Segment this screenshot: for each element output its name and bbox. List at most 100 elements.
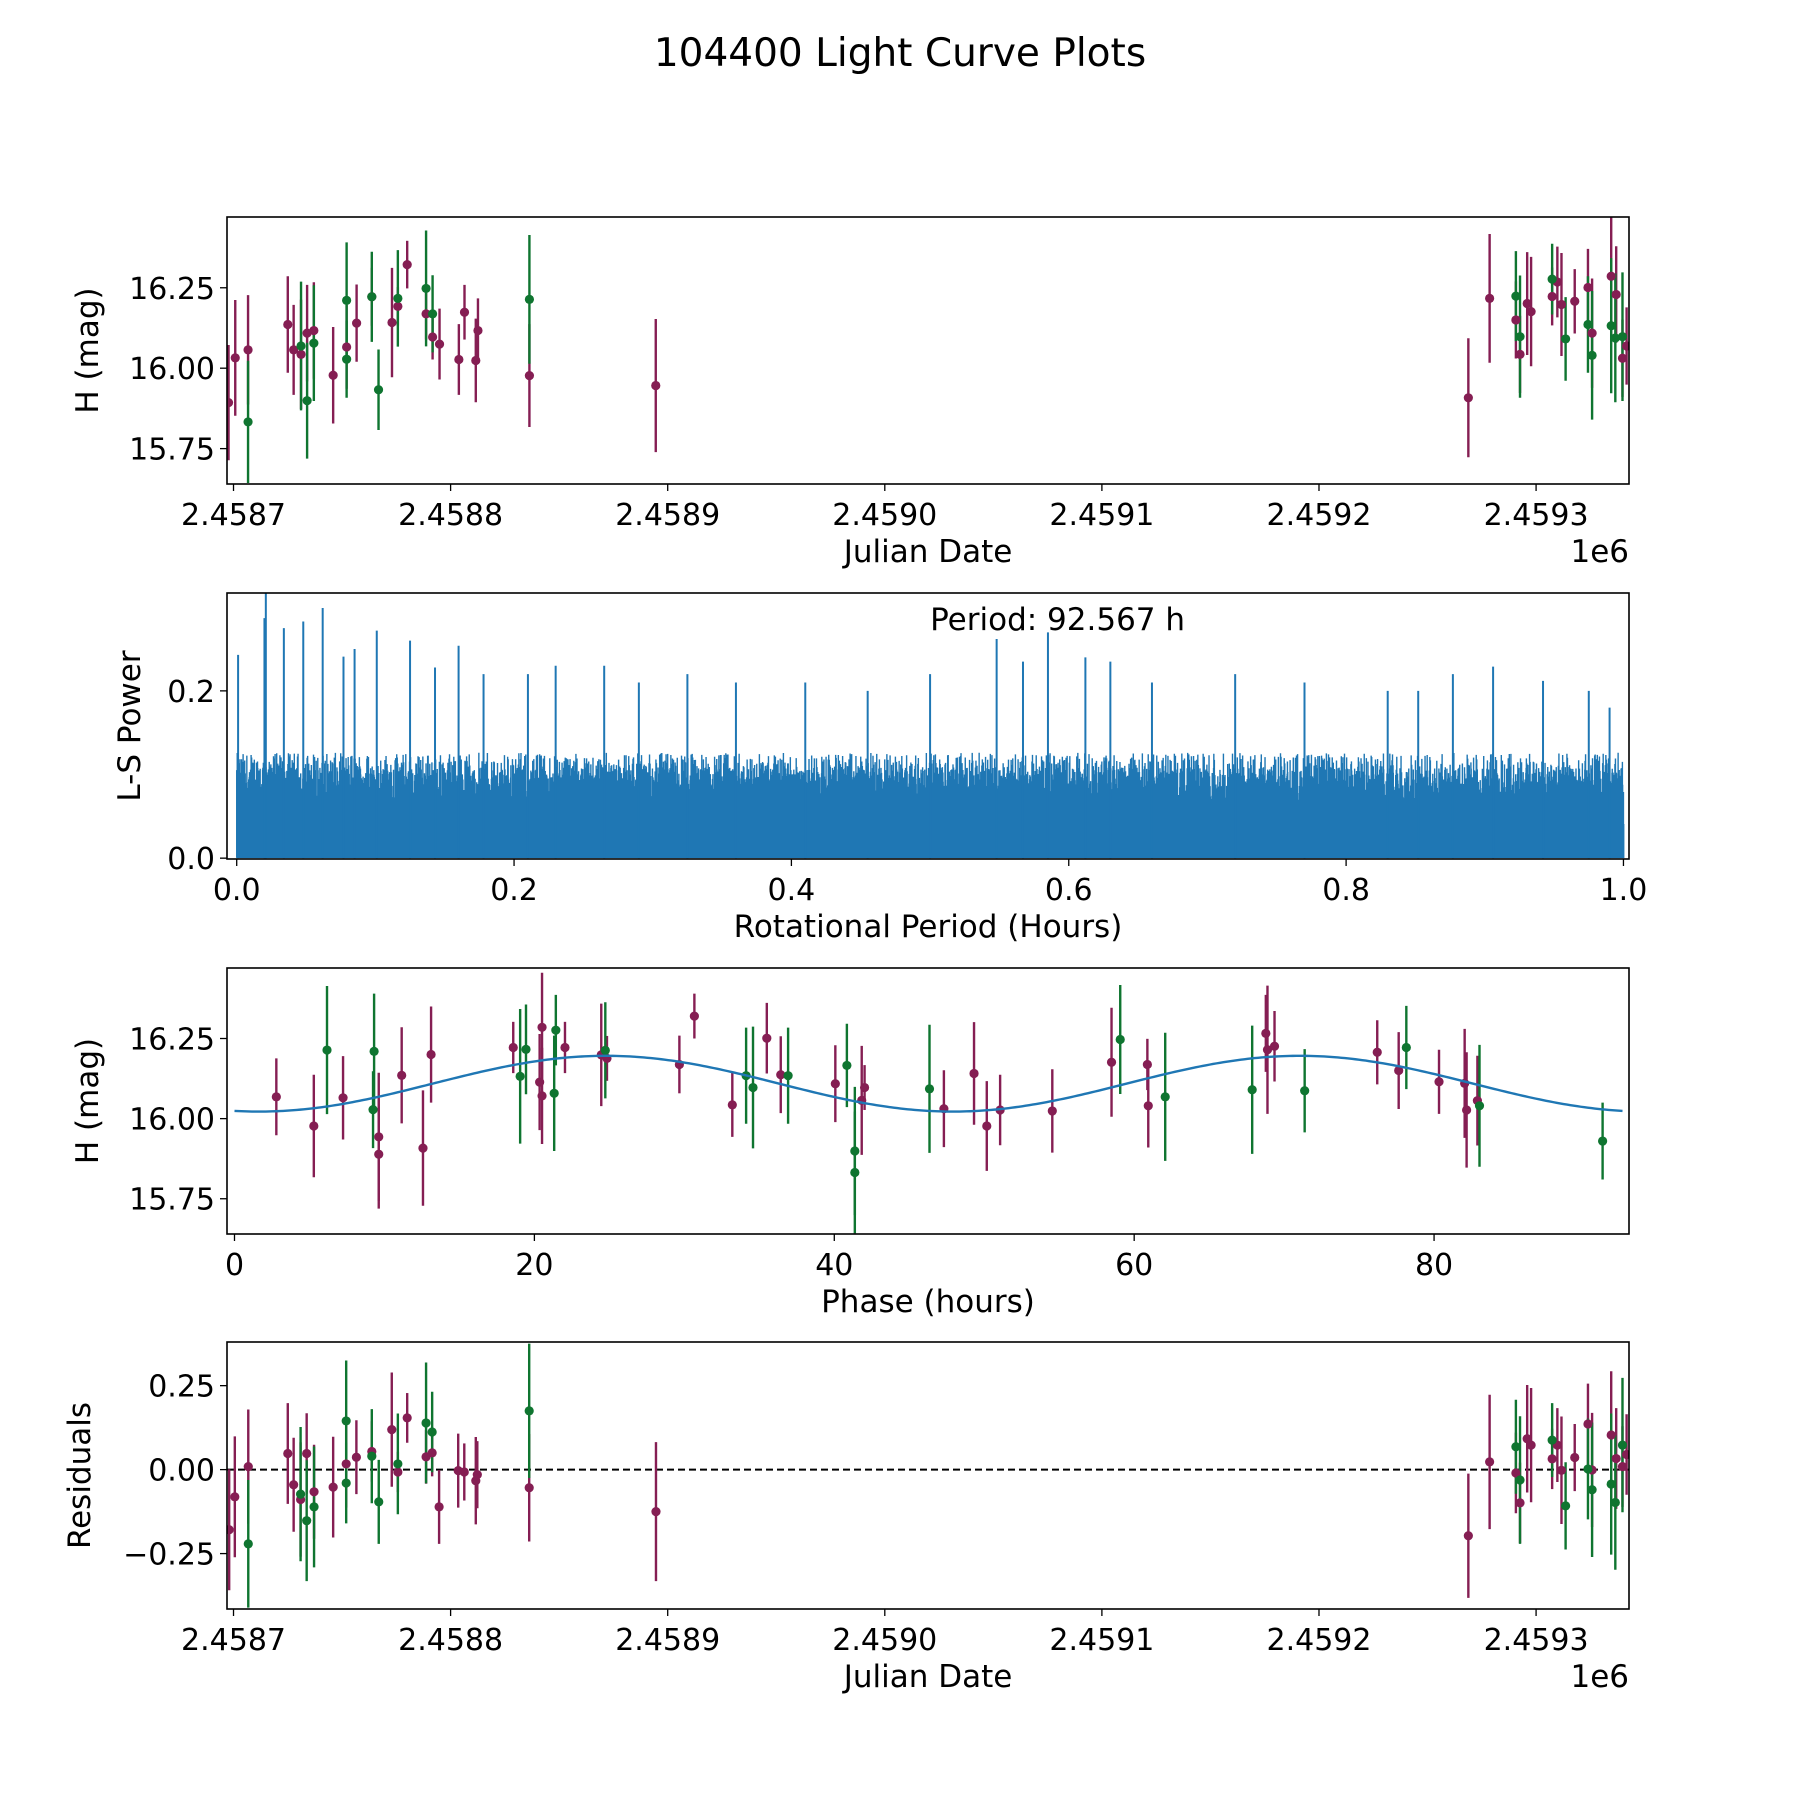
band_1-point — [309, 1121, 319, 1131]
band_2-point — [295, 1489, 306, 1499]
band_1-point — [1547, 1454, 1557, 1464]
y-tick-label: 0.2 — [167, 675, 215, 710]
band_1-point — [434, 339, 445, 349]
band_1-point — [982, 1121, 992, 1131]
x-tick-label: 20 — [515, 1248, 553, 1283]
band_2-point — [748, 1082, 758, 1093]
band_1-point — [1606, 1430, 1616, 1440]
band_1-point — [508, 1042, 518, 1053]
band_1-point — [351, 1452, 361, 1462]
band_2-point — [524, 1406, 534, 1416]
band_2-point — [1547, 1435, 1557, 1445]
band_2-point — [243, 1539, 253, 1549]
band_1-point — [459, 1467, 469, 1477]
band_1-point — [762, 1033, 772, 1043]
x-tick-label: 0.4 — [768, 873, 816, 908]
band_2-point — [1617, 1440, 1628, 1450]
band_1-point — [309, 325, 319, 336]
residuals-y-ticks: −0.25 0.00 0.25 — [123, 1370, 227, 1573]
x-tick-label: 2.4591 — [1049, 498, 1154, 533]
band_1-point — [309, 1487, 319, 1497]
band_2-point — [850, 1146, 860, 1156]
x-tick-label: 2.4588 — [398, 1623, 503, 1658]
band_1-point — [1556, 299, 1567, 310]
x-tick-label: 2.4592 — [1266, 498, 1371, 533]
periodogram-axes-frame — [226, 592, 1630, 860]
light-curve-panel: 2.4587 2.4588 2.4589 2.4590 2.4591 2.4592 2.45… — [70, 216, 1630, 570]
y-tick-label: 0.25 — [148, 1370, 215, 1405]
band_1-point — [727, 1100, 737, 1110]
band_1-point — [776, 1070, 786, 1080]
band_1-point — [1262, 1045, 1273, 1055]
band_2-point — [1610, 333, 1620, 343]
band_1-point — [427, 332, 438, 342]
band_2-point — [1115, 1034, 1125, 1045]
band_1-point — [1434, 1077, 1444, 1087]
x-tick-label: 80 — [1415, 1248, 1453, 1283]
period-annotation: Period: 92.567 h — [930, 602, 1185, 638]
band_1-point — [230, 353, 240, 363]
band_1-point — [1394, 1065, 1404, 1076]
periodogram-x-ticks: 0.0 0.2 0.4 0.6 0.8 1.0 — [213, 859, 1647, 908]
residuals-marks — [227, 1343, 1629, 1608]
band_1-point — [283, 319, 293, 330]
y-tick-label: 15.75 — [129, 1183, 215, 1218]
band_2-point — [1401, 1042, 1411, 1053]
band_2-point — [342, 354, 352, 364]
band_2-point — [924, 1084, 935, 1094]
band_1-point — [1606, 271, 1616, 281]
band_1-point — [387, 1425, 397, 1435]
band_1-point — [271, 1092, 281, 1102]
band_1-point — [302, 1448, 312, 1459]
band_1-point — [1047, 1106, 1057, 1116]
band_1-point — [342, 342, 352, 352]
band_2-point — [1598, 1136, 1608, 1146]
y-tick-label: 16.25 — [129, 1023, 215, 1058]
band_1-point — [1261, 1028, 1271, 1038]
periodogram-panel: 0.0 0.2 0.4 0.6 0.8 1.0 0.0 0.2 Rotational Per… — [112, 592, 1647, 945]
band_2-point — [1606, 1479, 1616, 1489]
band_2-point — [600, 1045, 610, 1055]
x-tick-label: 60 — [1115, 1248, 1153, 1283]
band_1-point — [1515, 349, 1525, 359]
band_1-point — [1522, 298, 1532, 309]
y-tick-label: 16.25 — [129, 272, 215, 307]
band_1-point — [402, 260, 412, 270]
band_2-point — [341, 1416, 351, 1426]
band_1-point — [689, 1011, 699, 1021]
band_2-point — [421, 283, 431, 294]
band_2-point — [322, 1045, 332, 1055]
band_2-point — [341, 1478, 351, 1488]
band_1-point — [1463, 1531, 1473, 1541]
band_2-point — [1247, 1085, 1257, 1095]
band_2-point — [1561, 1501, 1571, 1511]
band_1-point — [1142, 1059, 1152, 1070]
band_2-point — [302, 396, 312, 406]
band_2-point — [842, 1060, 852, 1071]
band_1-point — [1372, 1047, 1382, 1057]
band_2-point — [393, 1459, 403, 1469]
band_1-point — [1611, 289, 1621, 300]
band_1-point — [1622, 341, 1629, 351]
band_1-point — [1611, 1453, 1621, 1464]
band_2-point — [421, 1418, 431, 1428]
band_2-point — [850, 1167, 860, 1178]
band_1-point — [524, 1483, 534, 1493]
band_2-point — [1511, 1442, 1521, 1452]
x-tick-label: 2.4593 — [1484, 498, 1589, 533]
band_1-point — [426, 1049, 436, 1060]
band_2-point — [521, 1044, 531, 1055]
band_2-point — [551, 1025, 561, 1035]
residuals-y-label: Residuals — [62, 1402, 98, 1549]
band_1-point — [393, 301, 403, 312]
band_1-point — [338, 1093, 348, 1103]
band_1-point — [341, 1459, 351, 1469]
band_1-point — [427, 1448, 437, 1458]
band_1-point — [1511, 315, 1521, 325]
band_1-point — [830, 1079, 840, 1089]
band_2-point — [1160, 1092, 1170, 1102]
periodogram-y-label: L-S Power — [112, 650, 148, 801]
band_1-point — [1587, 328, 1597, 338]
figure-title: 104400 Light Curve Plots — [654, 31, 1146, 76]
residuals-axes-frame — [226, 1341, 1630, 1610]
